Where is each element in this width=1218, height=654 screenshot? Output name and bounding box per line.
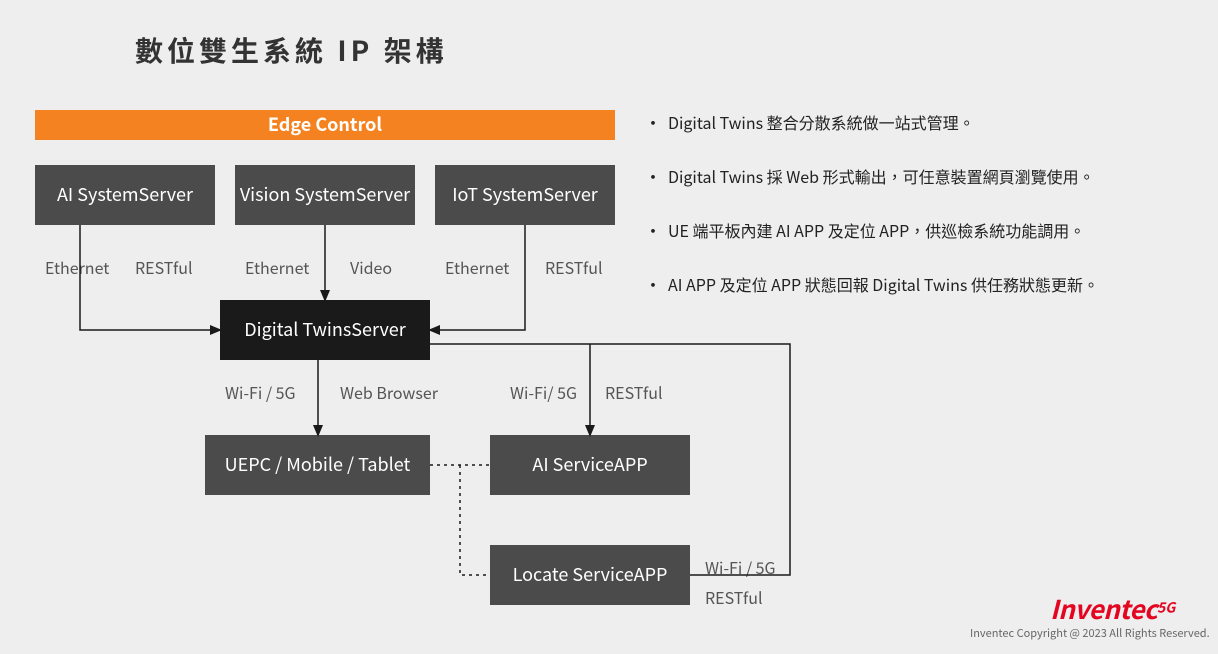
edge-label: Wi-Fi/ 5G [510, 380, 577, 404]
bullet-list: Digital Twins 整合分散系統做一站式管理。 Digital Twins… [640, 110, 1200, 326]
node-iot-server: IoT SystemServer [435, 165, 615, 225]
edge-label: Web Browser [340, 380, 438, 404]
inventec-logo: Inventec5G [1050, 590, 1175, 627]
node-dt-server: Digital TwinsServer [220, 300, 430, 360]
edge-line [460, 465, 490, 575]
node-ue: UEPC / Mobile / Tablet [205, 435, 430, 495]
edge-label: RESTful [705, 585, 763, 609]
edge-label: RESTful [135, 255, 193, 279]
edge-label: Ethernet [45, 255, 109, 279]
edge-label: Ethernet [445, 255, 509, 279]
edge-label: Wi-Fi / 5G [225, 380, 296, 404]
logo-5g: 5G [1157, 598, 1175, 618]
bullet-item: Digital Twins 採 Web 形式輸出，可任意裝置網頁瀏覽使用。 [640, 164, 1200, 188]
edge-control-header: Edge Control [35, 110, 615, 140]
edge-label: Ethernet [245, 255, 309, 279]
bullet-item: Digital Twins 整合分散系統做一站式管理。 [640, 110, 1200, 134]
edge-label: RESTful [605, 380, 663, 404]
edge-label: RESTful [545, 255, 603, 279]
edge-label: Wi-Fi / 5G [705, 555, 776, 579]
node-vision-server: Vision SystemServer [235, 165, 415, 225]
copyright-text: Inventec Copyright @ 2023 All Rights Res… [970, 625, 1210, 641]
bullet-item: AI APP 及定位 APP 狀態回報 Digital Twins 供任務狀態更… [640, 272, 1200, 296]
edge-label: Video [350, 255, 392, 279]
page-title: 數位雙生系統 IP 架構 [135, 30, 448, 70]
node-ai-app: AI ServiceAPP [490, 435, 690, 495]
logo-text: Inventec [1050, 590, 1157, 627]
node-locate-app: Locate ServiceAPP [490, 545, 690, 605]
node-ai-server: AI SystemServer [35, 165, 215, 225]
bullet-item: UE 端平板內建 AI APP 及定位 APP，供巡檢系統功能調用。 [640, 218, 1200, 242]
